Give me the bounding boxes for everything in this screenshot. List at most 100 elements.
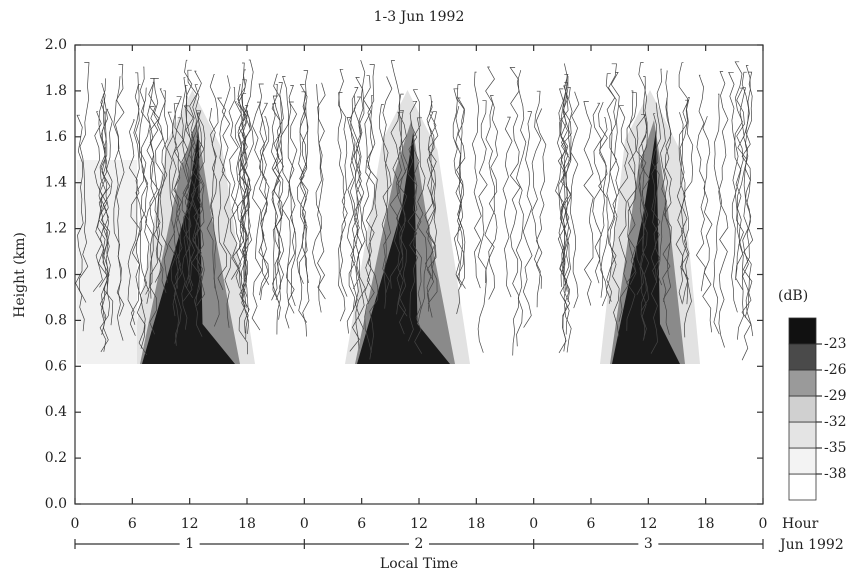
contour-line: [455, 84, 466, 289]
contour-region: [357, 130, 450, 364]
x-tick-label: 0: [759, 516, 768, 532]
contour-line: [562, 87, 573, 352]
contour-line: [560, 82, 570, 335]
contour-line: [272, 95, 284, 301]
contour-line: [145, 78, 156, 295]
contour-line: [241, 93, 252, 298]
contour-line: [153, 78, 164, 283]
contour-line: [157, 88, 167, 294]
contour-line: [531, 90, 542, 308]
colorbar-swatch: [788, 343, 817, 371]
contour-line: [115, 76, 125, 317]
contour-line: [455, 97, 466, 315]
day-unit-label: Jun 1992: [778, 537, 844, 553]
contour-line: [135, 84, 146, 349]
contour-line: [194, 113, 206, 307]
contour-line: [221, 75, 232, 328]
colorbar-swatch: [788, 421, 817, 449]
contour-line: [239, 104, 250, 334]
contour-line: [228, 87, 239, 280]
day-label: 2: [415, 536, 424, 552]
contour-line: [743, 71, 754, 337]
contour-line: [426, 111, 436, 281]
contour-line: [171, 96, 182, 289]
x-tick-label: 6: [587, 516, 596, 532]
contour-line: [502, 116, 513, 298]
y-tick-label: 0.6: [45, 358, 67, 374]
contour-line: [180, 77, 191, 330]
contour-line: [317, 82, 326, 300]
colorbar-swatch: [788, 395, 817, 423]
colorbar-swatch: [788, 317, 817, 345]
contour-line: [79, 62, 90, 303]
contour-line: [662, 97, 672, 303]
contour-line: [98, 94, 110, 335]
contour-line: [569, 91, 580, 309]
contour-line: [389, 60, 401, 289]
contour-line: [735, 87, 745, 281]
contour-line: [183, 105, 194, 299]
contour-line: [656, 68, 667, 286]
contour-line: [509, 67, 521, 356]
contour-line: [273, 82, 285, 335]
contour-line: [734, 61, 744, 290]
contour-line: [599, 117, 608, 298]
y-axis-label: Height (km): [12, 232, 28, 318]
contour-line: [598, 101, 609, 307]
contour-line: [610, 72, 620, 337]
contour-line: [426, 101, 437, 318]
contour-line: [453, 105, 462, 287]
contour-line: [251, 101, 263, 331]
contour-line: [127, 119, 138, 336]
contour-line: [626, 92, 637, 285]
contour-line: [605, 73, 616, 302]
x-tick-label: 12: [410, 516, 428, 532]
x-tick-label: 18: [467, 516, 485, 532]
contour-line: [728, 71, 739, 313]
contour-line: [640, 118, 650, 312]
contour-line: [351, 96, 362, 290]
chart-title: 1-3 Jun 1992: [374, 9, 465, 25]
contour-line: [206, 108, 218, 289]
contour-line: [100, 78, 111, 319]
contour-line: [288, 101, 298, 307]
contour-line: [239, 110, 251, 340]
contour-line: [678, 62, 689, 303]
contour-line: [92, 111, 103, 292]
contour-line: [140, 87, 151, 304]
contour-line: [367, 95, 379, 360]
contour-line: [484, 66, 495, 284]
contour-line: [471, 71, 482, 289]
contour-line: [338, 68, 348, 322]
colorbar-tick-label: -29: [824, 388, 847, 404]
contour-line: [522, 111, 533, 328]
contour-line: [166, 111, 177, 317]
x-tick-label: 0: [71, 516, 80, 532]
contour-line: [237, 79, 248, 308]
x-tick-label: 12: [639, 516, 657, 532]
contour-line: [396, 109, 404, 315]
contour-line: [379, 104, 389, 309]
colorbar-tick-label: -38: [824, 466, 847, 482]
contour-line: [713, 93, 723, 335]
contour-line: [683, 97, 694, 338]
contour-line: [355, 77, 365, 330]
contour-line: [663, 70, 672, 335]
colorbar-label: (dB): [778, 288, 808, 304]
contour-line: [702, 115, 713, 333]
x-tick-label: 18: [238, 516, 256, 532]
contour-line: [355, 60, 366, 349]
contour-line: [416, 117, 428, 322]
y-tick-label: 0.2: [45, 450, 67, 466]
y-tick-label: 1.4: [45, 175, 67, 191]
y-tick-label: 0.4: [45, 404, 67, 420]
contour-field: [75, 59, 754, 364]
contour-line: [583, 101, 594, 306]
y-tick-label: 1.6: [45, 129, 67, 145]
contour-line: [427, 111, 439, 304]
contour-line: [159, 90, 169, 283]
colorbar-swatch: [788, 473, 817, 501]
contour-line: [638, 76, 648, 341]
contour-line: [271, 103, 281, 320]
